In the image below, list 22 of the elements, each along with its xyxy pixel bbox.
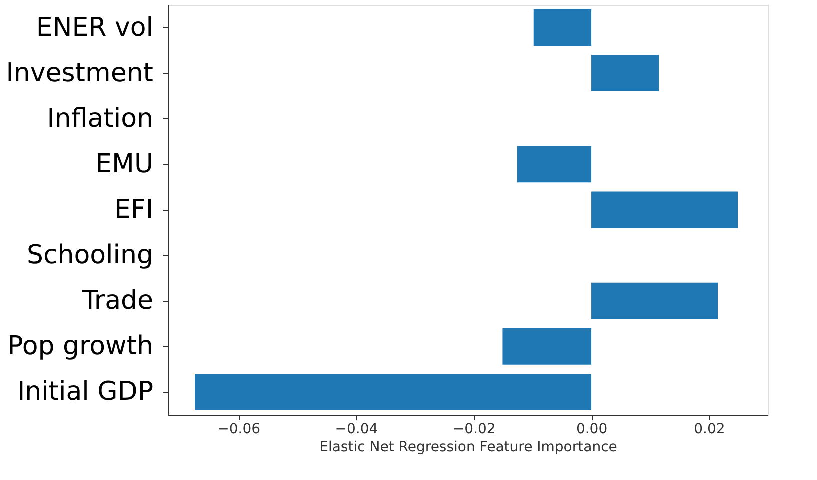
y-tick-label: Investment bbox=[6, 58, 154, 88]
x-tick-label: −0.04 bbox=[335, 422, 378, 438]
bar bbox=[195, 374, 592, 410]
x-tick-label: −0.06 bbox=[218, 422, 261, 438]
x-axis-title: Elastic Net Regression Feature Importance bbox=[320, 440, 618, 456]
bar bbox=[534, 10, 592, 46]
y-tick-label: Initial GDP bbox=[17, 377, 154, 408]
bar bbox=[592, 55, 660, 92]
bar bbox=[502, 328, 592, 365]
x-tick-label: 0.00 bbox=[576, 422, 608, 438]
y-tick-label: ENER vol bbox=[36, 12, 154, 43]
y-tick-label: Inflation bbox=[47, 104, 154, 134]
y-tick-label: EMU bbox=[96, 149, 154, 180]
x-tick-label: 0.02 bbox=[694, 422, 726, 438]
y-tick-label: EFI bbox=[114, 195, 154, 225]
bar bbox=[517, 146, 592, 183]
x-tick-label: −0.02 bbox=[452, 422, 496, 438]
bar bbox=[592, 282, 718, 320]
bar bbox=[592, 192, 738, 228]
y-tick-label: Pop growth bbox=[8, 332, 154, 362]
y-tick-label: Schooling bbox=[26, 240, 154, 271]
y-tick-label: Trade bbox=[81, 286, 154, 316]
